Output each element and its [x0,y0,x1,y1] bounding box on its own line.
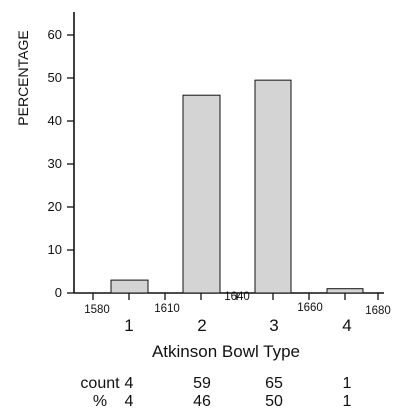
category-label: 2 [197,316,206,335]
table-row-label: % [93,393,107,410]
x-date-tick-label: 1610 [154,303,180,315]
y-tick-label: 30 [48,156,62,171]
bar [254,79,292,294]
x-date-tick-label: 1640 [224,291,250,303]
x-date-tick-label: 1680 [365,305,391,317]
x-axis: 1580 1610 1640 1660 1680 [74,291,391,317]
table-cell: 1 [343,375,352,392]
x-date-tick-label: 1580 [84,304,110,316]
x-date-tick-label: 1660 [297,302,323,314]
y-tick-label: 60 [48,27,62,42]
table-cell: 1 [343,393,352,410]
table-cell: 4 [125,393,134,410]
y-axis-label: PERCENTAGE [15,30,31,125]
y-tick-label: 10 [48,242,62,257]
y-tick-label: 20 [48,199,62,214]
category-label: 4 [342,316,351,335]
y-tick-label: 40 [48,113,62,128]
category-labels: 1 2 3 4 [124,316,351,335]
bar [110,279,149,294]
category-label: 1 [124,316,133,335]
table-cell: 59 [193,375,211,392]
bar [182,94,221,294]
table-cell: 65 [265,375,283,392]
bars [110,79,364,294]
y-axis: 0 10 20 30 40 50 60 [48,12,75,300]
bar [326,288,364,294]
table-cell: 50 [265,393,283,410]
table-cell: 4 [125,375,134,392]
x-axis-label: Atkinson Bowl Type [152,342,300,361]
y-tick-label: 50 [48,70,62,85]
summary-table: count 4 59 65 1% 4 46 50 1 [80,375,351,410]
table-row-label: count [80,375,120,392]
y-tick-label: 0 [55,285,62,300]
category-label: 3 [269,316,278,335]
table-cell: 46 [193,393,211,410]
